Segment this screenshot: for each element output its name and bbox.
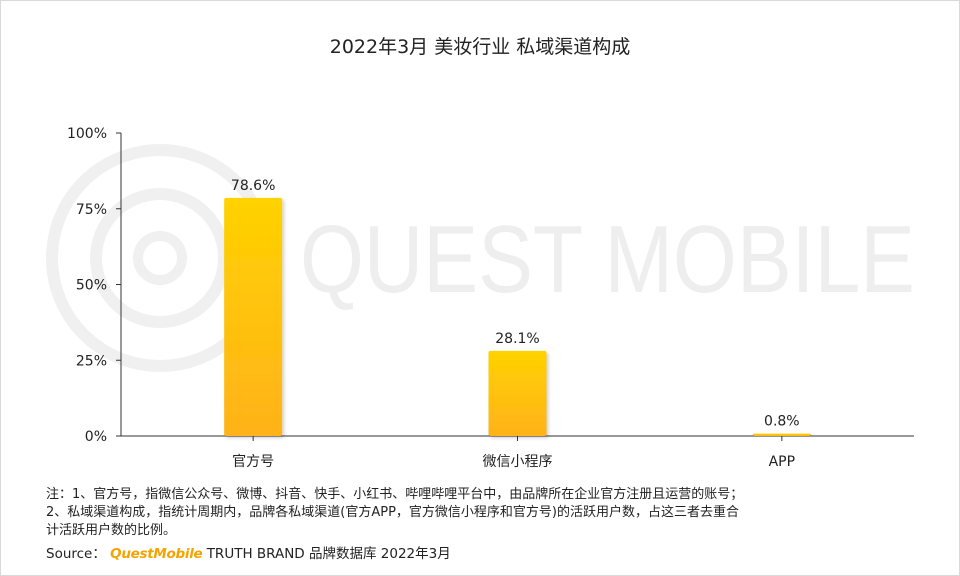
source-suffix: TRUTH BRAND 品牌数据库 2022年3月 <box>206 546 451 562</box>
bar-value-label: 78.6% <box>231 178 275 194</box>
y-tick-label: 75% <box>76 202 107 218</box>
watermark-text: QUEST MOBILE <box>300 206 915 313</box>
note-line-2: 2、私域渠道构成，指统计周期内，品牌各私域渠道(官方APP，官方微信小程序和官方… <box>46 505 739 520</box>
bar <box>752 433 811 436</box>
y-tick-label: 0% <box>85 429 107 445</box>
bar-chart: 0% 25% 50% 75% 100% 78.6% 官方号 28.1% 微信小程序 0.8% APP <box>67 126 914 470</box>
source-line: Source： QuestMobile TRUTH BRAND 品牌数据库 20… <box>46 542 451 562</box>
bar <box>224 197 283 436</box>
note-line-3: 计活跃用户数的比例。 <box>46 523 177 538</box>
y-tick-label: 25% <box>76 353 107 369</box>
source-prefix: Source： <box>46 546 106 562</box>
bar-value-label: 0.8% <box>764 414 800 430</box>
y-tick-label: 50% <box>76 278 107 294</box>
x-tick-label: APP <box>769 454 795 470</box>
bar <box>488 350 547 436</box>
chart-title: 2022年3月 美妆行业 私域渠道构成 <box>329 36 631 58</box>
x-tick-label: 微信小程序 <box>483 454 553 470</box>
note-line-1: 注：1、官方号，指微信公众号、微博、抖音、快手、小红书、哔哩哔哩平台中，由品牌所… <box>46 487 744 502</box>
source-brand: QuestMobile <box>110 546 203 562</box>
bar-value-label: 28.1% <box>495 331 539 347</box>
y-tick-label: 100% <box>67 126 107 142</box>
bars <box>224 197 811 436</box>
x-tick-label: 官方号 <box>232 454 274 470</box>
labels: 0% 25% 50% 75% 100% 78.6% 官方号 28.1% 微信小程序 0.8% APP <box>67 126 800 470</box>
chart-notes: 注：1、官方号，指微信公众号、微博、抖音、快手、小红书、哔哩哔哩平台中，由品牌所… <box>46 486 926 540</box>
